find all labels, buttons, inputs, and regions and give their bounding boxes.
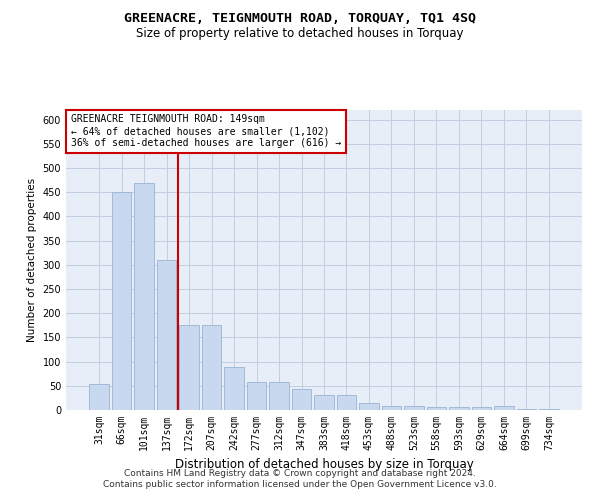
- Bar: [382, 406, 401, 410]
- Bar: [202, 326, 221, 410]
- Text: Size of property relative to detached houses in Torquay: Size of property relative to detached ho…: [136, 28, 464, 40]
- Bar: [337, 396, 356, 410]
- Bar: [517, 408, 536, 410]
- Bar: [247, 382, 266, 410]
- Bar: [494, 406, 514, 410]
- Y-axis label: Number of detached properties: Number of detached properties: [27, 178, 37, 342]
- Bar: [157, 260, 176, 410]
- X-axis label: Distribution of detached houses by size in Torquay: Distribution of detached houses by size …: [175, 458, 473, 471]
- Bar: [134, 182, 154, 410]
- Text: GREENACRE, TEIGNMOUTH ROAD, TORQUAY, TQ1 4SQ: GREENACRE, TEIGNMOUTH ROAD, TORQUAY, TQ1…: [124, 12, 476, 26]
- Text: Contains HM Land Registry data © Crown copyright and database right 2024.: Contains HM Land Registry data © Crown c…: [124, 468, 476, 477]
- Bar: [449, 407, 469, 410]
- Bar: [472, 407, 491, 410]
- Bar: [292, 389, 311, 410]
- Text: GREENACRE TEIGNMOUTH ROAD: 149sqm
← 64% of detached houses are smaller (1,102)
3: GREENACRE TEIGNMOUTH ROAD: 149sqm ← 64% …: [71, 114, 341, 148]
- Bar: [427, 406, 446, 410]
- Bar: [112, 192, 131, 410]
- Bar: [224, 368, 244, 410]
- Text: Contains public sector information licensed under the Open Government Licence v3: Contains public sector information licen…: [103, 480, 497, 489]
- Bar: [269, 382, 289, 410]
- Bar: [179, 326, 199, 410]
- Bar: [314, 396, 334, 410]
- Bar: [539, 408, 559, 410]
- Bar: [404, 406, 424, 410]
- Bar: [89, 384, 109, 410]
- Bar: [359, 403, 379, 410]
